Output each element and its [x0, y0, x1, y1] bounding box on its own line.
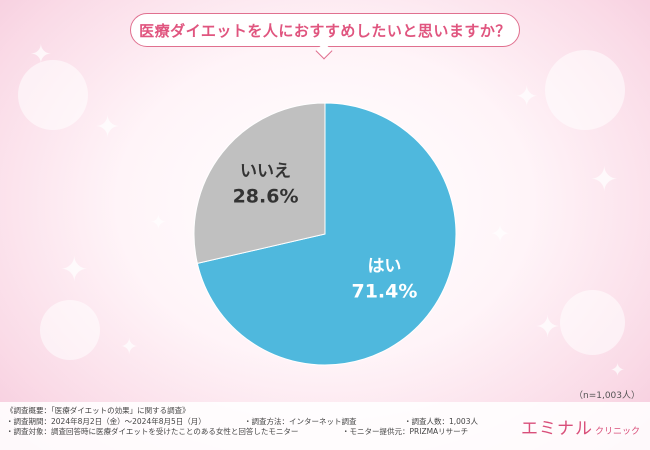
pie-slice: [193, 102, 326, 264]
pie-slice: [196, 102, 457, 366]
clinic-logo: エミナル クリニック: [521, 414, 640, 439]
slice-value-label: 28.6%: [233, 186, 299, 208]
slice-category-label: いいえ: [240, 162, 291, 182]
survey-provider: ・モニター提供元：PRIZMAリサーチ: [342, 427, 469, 436]
slice-value-label: 71.4%: [351, 280, 417, 302]
logo-main-text: エミナル: [520, 419, 593, 439]
sample-size: （n=1,003人）: [573, 391, 640, 401]
survey-title: 《調査概要：「医療ダイエットの効果」に関する調査》: [6, 406, 190, 415]
survey-period: ・調査期間：2024年8月2日（金）～2024年8月5日（月）: [6, 416, 206, 426]
survey-count: ・調査人数：1,003人: [404, 416, 478, 426]
footer: 《調査概要：「医療ダイエットの効果」に関する調査》 ・調査期間：2024年8月2…: [0, 402, 650, 450]
survey-method: ・調査方法：インターネット調査: [244, 416, 357, 426]
survey-target: ・調査対象：調査回答時に医療ダイエットを受けたことのある女性と回答したモニター: [6, 427, 299, 436]
survey-notes: 《調査概要：「医療ダイエットの効果」に関する調査》 ・調査期間：2024年8月2…: [6, 406, 478, 438]
logo-sub-text: クリニック: [594, 427, 640, 437]
question-text: 医療ダイエットを人におすすめしたいと思いますか？: [139, 21, 511, 40]
slice-category-label: はい: [367, 256, 401, 276]
